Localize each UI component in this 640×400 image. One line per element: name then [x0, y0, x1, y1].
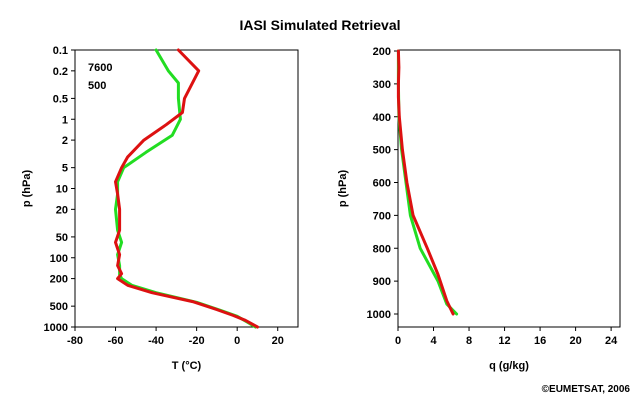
temperature-x-tick-label: -60 [108, 335, 124, 347]
humidity-y-tick-label: 1000 [367, 309, 391, 321]
chart-title: IASI Simulated Retrieval [239, 17, 400, 33]
temperature-y-tick-label: 10 [56, 184, 68, 196]
temperature-y-tick-label: 0.2 [53, 66, 68, 78]
humidity-y-tick-label: 800 [373, 243, 391, 255]
temperature-x-tick-label: -80 [67, 335, 83, 347]
temperature-series-line-red [114, 48, 259, 329]
humidity-x-tick-label: 12 [498, 335, 510, 347]
humidity-y-tick-label: 300 [373, 79, 391, 91]
temperature-y-tick-label: 0.1 [53, 45, 68, 57]
copyright: ©EUMETSAT, 2006 [542, 384, 631, 395]
humidity-x-tick-label: 24 [605, 335, 618, 347]
temperature-y-tick-label: 100 [50, 253, 68, 265]
temperature-y-tick-label: 1000 [44, 322, 68, 334]
temperature-y-tick-label: 0.5 [53, 93, 68, 105]
humidity-y-tick-label: 200 [373, 46, 391, 58]
temperature-y-axis-label: p (hPa) [21, 170, 33, 208]
humidity-y-tick-label: 600 [373, 178, 391, 190]
temperature-y-tick-label: 200 [50, 274, 68, 286]
humidity-x-tick-label: 0 [395, 335, 401, 347]
temperature-x-axis-label: T (°C) [172, 360, 202, 372]
humidity-plot-frame [397, 49, 621, 328]
humidity-x-tick-label: 16 [534, 335, 546, 347]
humidity-x-tick-label: 20 [569, 335, 581, 347]
temperature-y-tick-label: 20 [56, 204, 68, 216]
humidity-x-tick-label: 8 [466, 335, 472, 347]
humidity-series-line-red [396, 49, 455, 316]
temperature-x-tick-label: -20 [189, 335, 205, 347]
humidity-y-tick-label: 900 [373, 276, 391, 288]
humidity-y-tick-label: 500 [373, 145, 391, 157]
temperature-y-tick-label: 50 [56, 232, 68, 244]
humidity-y-tick-label: 700 [373, 210, 391, 222]
temperature-y-tick-label: 5 [62, 163, 68, 175]
temperature-y-tick-label: 1 [62, 114, 68, 126]
annotation-7600: 7600 [88, 62, 112, 74]
temperature-y-tick-label: 2 [62, 135, 68, 147]
humidity-x-tick-label: 4 [430, 335, 437, 347]
temperature-y-tick-label: 500 [50, 301, 68, 313]
humidity-y-axis-label: p (hPa) [337, 170, 349, 208]
temperature-x-tick-label: 20 [272, 335, 284, 347]
temperature-x-tick-label: -40 [148, 335, 164, 347]
temperature-x-tick-label: 0 [234, 335, 240, 347]
humidity-y-tick-label: 400 [373, 112, 391, 124]
annotation-500: 500 [88, 80, 106, 92]
humidity-x-axis-label: q (g/kg) [489, 360, 529, 372]
